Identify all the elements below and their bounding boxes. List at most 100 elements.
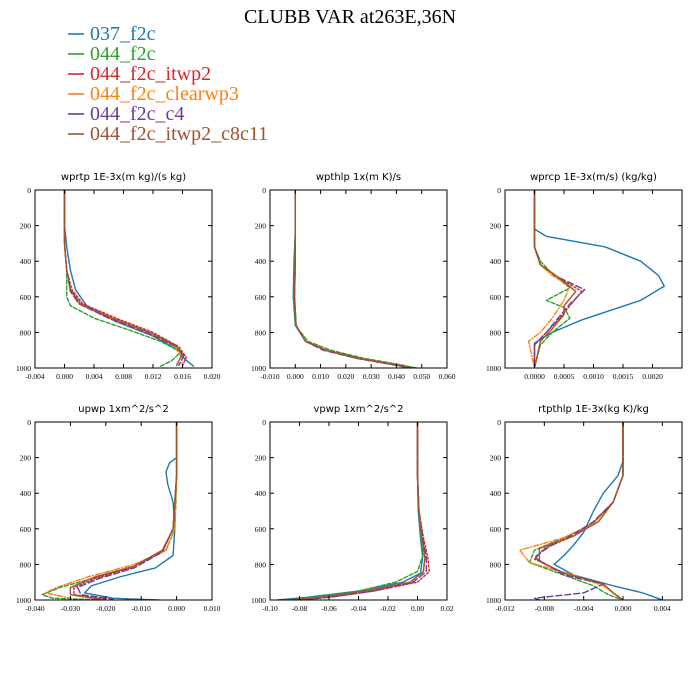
- series-line-044-f2c-itwp2-c8c11: [293, 190, 413, 368]
- y-tick-label: 0: [262, 186, 266, 195]
- figure-title: CLUBB VAR at263E,36N: [244, 6, 456, 28]
- series-line-044-f2c-itwp2: [533, 422, 624, 600]
- panel-title: wprtp 1E-3x(m kg)/(s kg): [61, 172, 186, 183]
- series-line-044-f2c-itwp2-c8c11: [291, 422, 426, 600]
- x-tick-label: -0.06: [321, 604, 337, 613]
- x-tick-label: -0.020: [96, 604, 116, 613]
- legend: 037_f2c044_f2c044_f2c_itwp2044_f2c_clear…: [68, 23, 268, 145]
- x-tick-label: 0.060: [439, 372, 456, 381]
- legend-item: 044_f2c_c4: [68, 103, 184, 125]
- y-tick-label: 200: [255, 222, 267, 231]
- panel-title: vpwp 1xm^2/s^2: [313, 404, 403, 415]
- series-line-044-f2c: [533, 190, 571, 368]
- x-tick-label: 0.020: [337, 372, 354, 381]
- y-tick-label: 0: [497, 186, 501, 195]
- x-tick-label: 0.012: [145, 372, 162, 381]
- y-tick-label: 800: [255, 328, 267, 337]
- x-tick-label: -0.08: [292, 604, 308, 613]
- y-tick-label: 0: [27, 186, 31, 195]
- series-line-037-f2c: [83, 422, 178, 600]
- series-line-044-f2c-clearwp3: [293, 190, 413, 368]
- series-line-044-f2c-c4: [293, 190, 410, 368]
- x-tick-label: -0.040: [25, 604, 45, 613]
- series-line-044-f2c: [293, 190, 418, 368]
- series-lines: [292, 190, 418, 368]
- plot-frame: [504, 421, 683, 601]
- plot-frame: [34, 189, 213, 369]
- series-lines: [519, 422, 664, 600]
- y-tick-label: 200: [255, 454, 267, 463]
- series-line-044-f2c: [284, 422, 425, 600]
- legend-label: 037_f2c: [90, 23, 156, 45]
- series-line-044-f2c-clearwp3: [291, 422, 426, 600]
- legend-item: 044_f2c: [68, 43, 156, 65]
- x-tick-label: 0.010: [204, 604, 221, 613]
- x-tick-label: 0.030: [363, 372, 380, 381]
- legend-item: 037_f2c: [68, 23, 156, 45]
- x-tick-label: -0.030: [61, 604, 81, 613]
- series-line-037-f2c: [276, 422, 424, 600]
- y-tick-label: 200: [490, 454, 502, 463]
- y-tick-label: 800: [490, 328, 502, 337]
- series-line-044-f2c-c4: [533, 422, 624, 600]
- y-tick-label: 400: [20, 489, 32, 498]
- y-tick-label: 200: [20, 454, 32, 463]
- y-tick-label: 600: [20, 525, 32, 534]
- y-tick-label: 600: [255, 293, 267, 302]
- plot-frame: [34, 421, 213, 601]
- series-line-037-f2c: [63, 190, 195, 367]
- series-line-044-f2c: [528, 422, 624, 600]
- series-lines: [41, 422, 178, 600]
- y-tick-label: 200: [490, 222, 502, 231]
- series-lines: [63, 190, 195, 367]
- legend-item: 044_f2c_itwp2: [68, 63, 211, 85]
- series-line-044-f2c-c4: [76, 422, 178, 600]
- y-tick-label: 0: [27, 418, 31, 427]
- y-tick-label: 400: [255, 257, 267, 266]
- y-tick-label: 1000: [16, 364, 31, 373]
- legend-label: 044_f2c: [90, 43, 156, 65]
- x-tick-label: -0.02: [380, 604, 396, 613]
- series-line-044-f2c-itwp2-c8c11: [69, 422, 178, 600]
- series-line-044-f2c-c4: [298, 422, 428, 600]
- legend-label: 044_f2c_c4: [90, 103, 184, 125]
- y-tick-label: 400: [20, 257, 32, 266]
- x-tick-label: 0.0010: [583, 372, 604, 381]
- series-line-044-f2c: [63, 190, 182, 367]
- y-tick-label: 800: [255, 560, 267, 569]
- x-tick-label: 0.020: [204, 372, 221, 381]
- x-tick-label: 0.000: [615, 604, 632, 613]
- x-tick-label: 0.016: [174, 372, 191, 381]
- panel-title: wprcp 1E-3x(m/s) (kg/kg): [530, 172, 657, 183]
- x-tick-label: 0.000: [168, 604, 185, 613]
- y-tick-label: 1000: [251, 596, 266, 605]
- x-tick-label: -0.10: [262, 604, 278, 613]
- series-lines: [276, 422, 430, 600]
- series-line-044-f2c-itwp2-c8c11: [533, 190, 577, 368]
- y-tick-label: 800: [20, 560, 32, 569]
- x-tick-label: 0.040: [388, 372, 405, 381]
- x-tick-label: 0.02: [440, 604, 453, 613]
- series-line-037-f2c: [292, 190, 415, 368]
- x-tick-label: 0.010: [312, 372, 329, 381]
- y-tick-label: 600: [490, 293, 502, 302]
- panel-title: upwp 1xm^2/s^2: [78, 404, 168, 415]
- y-tick-label: 0: [497, 418, 501, 427]
- y-tick-label: 600: [490, 525, 502, 534]
- panel-6: rtpthlp 1E-3x(kg K)/kg -0.012 -0.008 -0.004…: [486, 404, 683, 613]
- series-line-044-f2c-itwp2: [73, 422, 178, 600]
- series-line-037-f2c: [533, 190, 665, 368]
- x-tick-label: -0.008: [535, 604, 555, 613]
- legend-item: 044_f2c_clearwp3: [68, 83, 239, 105]
- x-tick-label: 0.0000: [524, 372, 545, 381]
- y-tick-label: 400: [255, 489, 267, 498]
- panel-2: wpthlp 1x(m K)/s -0.010 0.000 0.010 0.020 0.0…: [251, 172, 456, 381]
- panel-title: wpthlp 1x(m K)/s: [316, 172, 401, 183]
- x-tick-label: -0.04: [351, 604, 367, 613]
- legend-label: 044_f2c_clearwp3: [90, 83, 239, 105]
- x-tick-label: 0.0015: [613, 372, 634, 381]
- x-tick-label: -0.010: [132, 604, 152, 613]
- panel-4: upwp 1xm^2/s^2 -0.040 -0.030 -0.020 -0.010 0.…: [16, 404, 221, 613]
- x-tick-label: 0.004: [654, 604, 671, 613]
- x-tick-label: -0.004: [25, 372, 45, 381]
